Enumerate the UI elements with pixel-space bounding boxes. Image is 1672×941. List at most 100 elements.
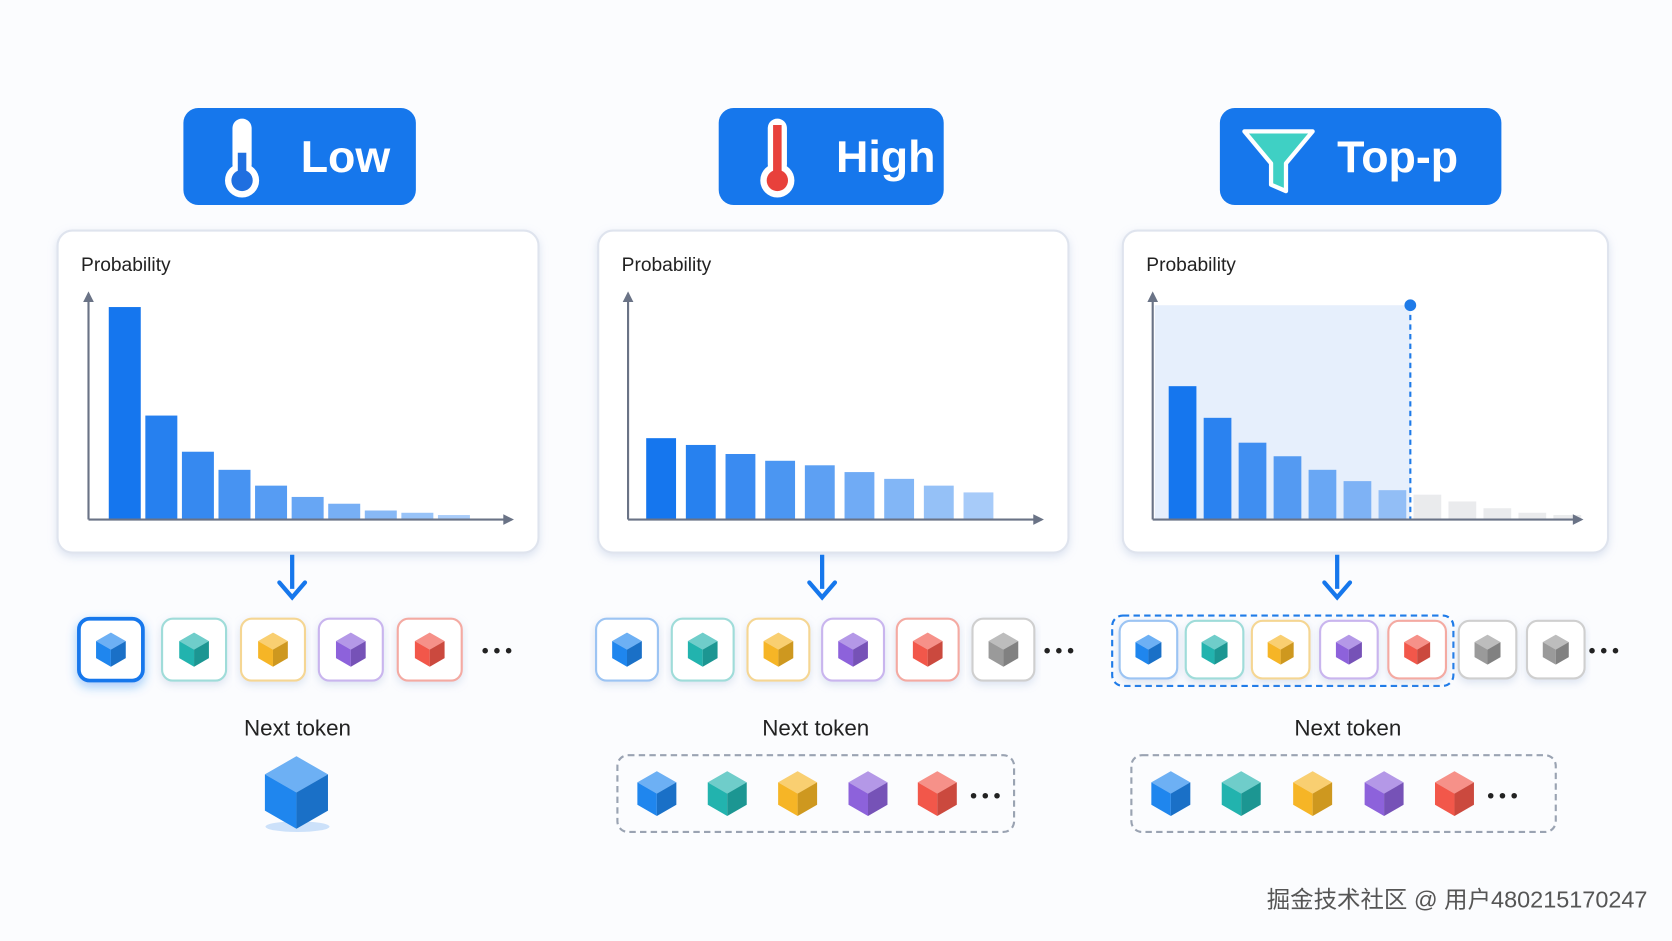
next-token-label: Next token [244,716,351,741]
cube-left [687,641,703,667]
cube-left [912,641,928,667]
ellipsis-dot [505,647,512,654]
bar [725,453,756,520]
cube-top [912,632,943,650]
cube-right [853,641,868,667]
cube-left [258,641,273,667]
bar [1518,512,1547,520]
chart-card [56,229,540,554]
bar [401,512,434,520]
cube-top [414,632,445,650]
cube-left [1434,782,1455,816]
cube-right-shade [1384,782,1404,816]
cube-left [1151,782,1171,816]
cube-right-shade [853,641,868,667]
next-token-label: Next token [762,716,869,741]
cube-left [1293,782,1313,816]
cube-top-shine [912,632,943,650]
bar [181,451,214,520]
ellipsis-dot [982,792,989,799]
cube-right [627,641,642,667]
y-axis-label: Probability [622,255,712,276]
cube-right-shade [1003,641,1019,667]
cube-right [1280,642,1294,665]
cube-top-shine [988,632,1019,650]
cube-left [1135,642,1149,665]
ellipsis-dot [1600,647,1607,654]
x-arrow [1033,514,1044,525]
bar [1413,494,1442,520]
candidate-set [616,754,1016,834]
cube-right-shade [778,641,794,667]
bar [1273,456,1302,520]
ellipsis-dot [994,792,1000,799]
cube-left [1364,782,1385,816]
cube-right-shade [110,641,126,667]
cube-right-shade [702,641,718,667]
flow-arrow-head [807,580,838,601]
cube-left [264,774,297,829]
bar [1343,481,1372,520]
cube-left [838,641,854,667]
cube-top-shine [264,756,328,793]
cube-top-shine [179,632,209,650]
cube-right-shade [350,641,366,667]
bar [765,460,796,520]
cube-right [1384,782,1404,816]
ellipsis-dot [1056,647,1062,654]
bar [1203,417,1232,520]
cube-top [988,632,1019,650]
thermo-level [237,152,247,179]
cube-right-shade [1312,782,1333,816]
watermark: 掘金技术社区 @ 用户480215170247 [1267,886,1648,912]
cube-right-shade [1170,782,1191,816]
cube-left [414,641,430,667]
bar [1448,501,1477,520]
cube-right-shade [194,641,209,667]
cube-right [702,641,718,667]
bar [1378,490,1407,520]
cube-left [612,641,627,667]
bar [844,472,875,520]
bar [291,496,324,520]
bar [963,492,994,520]
cube-left [988,641,1004,667]
cube-left [637,782,657,816]
thermo-fill [766,169,789,192]
thermo-tube [232,118,252,175]
bar [437,515,470,520]
bar [804,465,835,520]
ellipsis-dot [1511,792,1517,799]
cube-left [763,641,779,667]
bar [685,444,716,520]
cube-top-shine [763,632,794,650]
cube-top-shine [687,632,718,650]
ellipsis-dot [1067,647,1074,654]
cube-right [927,641,943,667]
cube-top-shine [612,632,642,650]
cube-right [194,641,209,667]
cube-right [937,782,957,816]
bar [884,478,915,520]
cube-top [687,632,718,650]
bar [646,438,677,520]
ellipsis-dot [482,647,488,654]
nucleus-group [1111,614,1455,687]
cube-right-shade [1280,642,1294,665]
bar [1238,442,1267,520]
bar [255,485,288,520]
cube-top [838,632,868,650]
x-arrow [1572,514,1584,525]
panel: Top-p Probability Next token [1111,107,1619,834]
cube-left [1267,642,1281,665]
cube-right [350,641,366,667]
cube-right-shade [1241,782,1261,816]
cube-left [335,641,351,667]
y-arrow [1147,291,1159,303]
y-axis-label: Probability [1146,255,1236,276]
panel: Low Probability Next token [56,107,540,832]
cube-top [179,632,209,650]
cube-right-shade [1148,642,1162,665]
cube-top-shine [838,632,868,650]
